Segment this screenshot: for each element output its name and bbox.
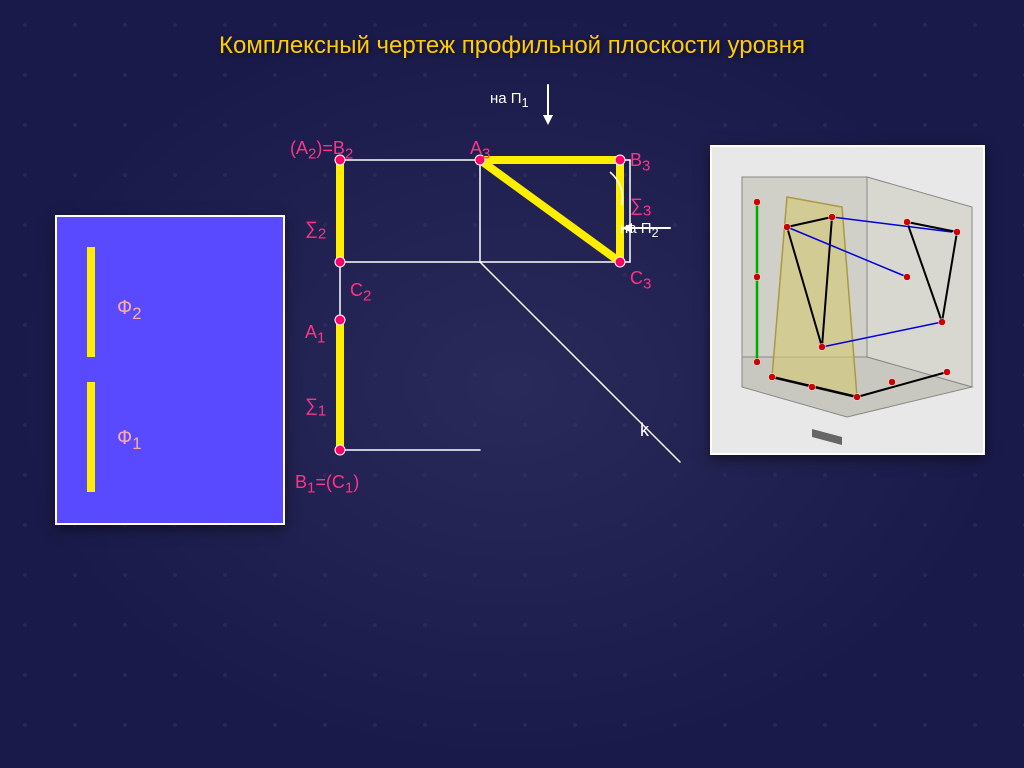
diagram-label: С3 [630,268,651,293]
diagram-label: ∑2 [305,218,326,243]
diagram-label: В1=(С1) [295,472,359,497]
diagram-label: (А2)=В2 [290,138,353,163]
diagram-label: С2 [350,280,371,305]
phi1-bar [87,382,95,492]
center-diagram: (А2)=В2А3В3∑3∑2С2С3А1∑1В1=(С1)kна П1на П… [300,100,700,550]
phi1-label: Ф1 [117,427,141,454]
isometric-panel [710,145,985,455]
diagram-label: ∑1 [305,395,326,420]
projection-annotation: на П1 [490,90,529,110]
page-title: Комплексный чертеж профильной плоскости … [0,32,1024,60]
diagram-label: А1 [305,322,325,347]
diagram-label: k [640,420,649,441]
diagram-label: ∑3 [630,195,651,220]
phi2-bar [87,247,95,357]
diagram-label: А3 [470,138,490,163]
phi2-label: Ф2 [117,297,141,324]
phi-panel: Ф2 Ф1 [55,215,285,525]
diagram-label: В3 [630,150,650,175]
projection-annotation: на П2 [620,220,659,240]
